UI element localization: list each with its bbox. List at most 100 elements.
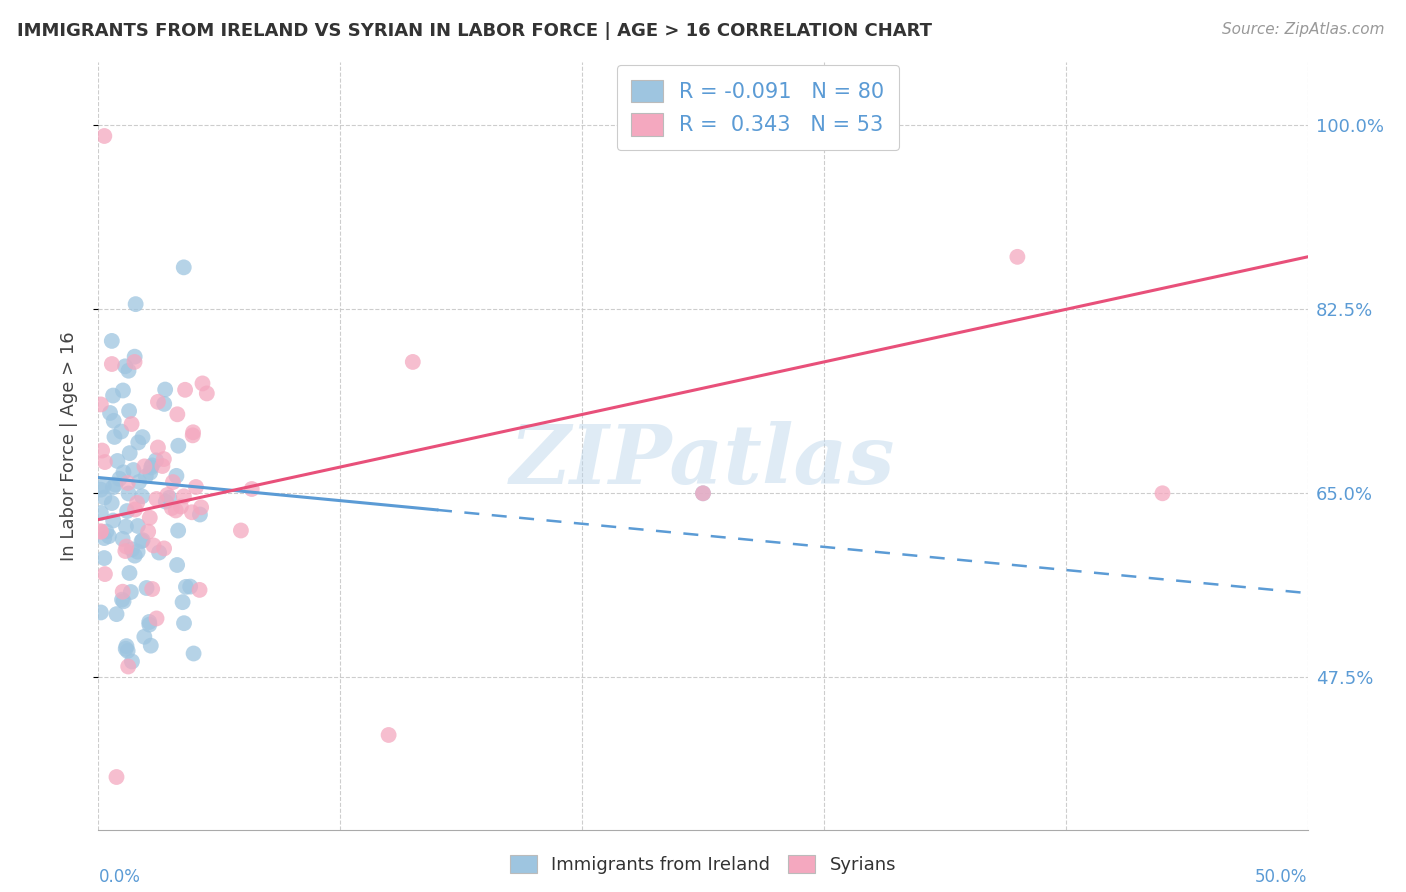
Text: 50.0%: 50.0%: [1256, 869, 1308, 887]
Point: [90, 506, 112, 520]
Point: [121, 417, 143, 431]
Point: [128, 475, 150, 489]
Point: [173, 260, 195, 275]
Point: [115, 519, 138, 533]
Point: [139, 639, 162, 653]
Point: [142, 538, 165, 552]
Point: [112, 594, 135, 608]
Point: [105, 607, 128, 621]
Point: [111, 532, 134, 546]
Point: [172, 595, 194, 609]
Point: [91, 443, 114, 458]
Point: [90, 524, 112, 539]
Point: [135, 469, 157, 483]
Point: [145, 491, 167, 506]
Point: [101, 388, 124, 402]
Point: [377, 728, 399, 742]
Point: [93, 531, 115, 545]
Point: [184, 480, 207, 494]
Point: [96, 524, 118, 539]
Point: [115, 540, 138, 554]
Point: [188, 508, 211, 522]
Point: [117, 364, 139, 378]
Point: [166, 407, 188, 421]
Text: IMMIGRANTS FROM IRELAND VS SYRIAN IN LABOR FORCE | AGE > 16 CORRELATION CHART: IMMIGRANTS FROM IRELAND VS SYRIAN IN LAB…: [17, 22, 932, 40]
Point: [190, 500, 212, 515]
Point: [124, 350, 146, 364]
Text: 0.0%: 0.0%: [98, 869, 141, 887]
Point: [146, 441, 169, 455]
Point: [141, 460, 163, 475]
Point: [145, 453, 167, 467]
Point: [153, 541, 176, 556]
Point: [104, 477, 127, 491]
Point: [131, 489, 153, 503]
Point: [240, 482, 263, 496]
Point: [134, 459, 156, 474]
Point: [101, 357, 124, 371]
Text: Source: ZipAtlas.com: Source: ZipAtlas.com: [1222, 22, 1385, 37]
Point: [100, 496, 122, 510]
Point: [90, 397, 112, 411]
Legend: Immigrants from Ireland, Syrians: Immigrants from Ireland, Syrians: [501, 846, 905, 883]
Point: [131, 533, 153, 548]
Point: [103, 430, 125, 444]
Point: [191, 376, 214, 391]
Point: [127, 435, 149, 450]
Point: [162, 475, 184, 489]
Point: [114, 641, 136, 656]
Point: [195, 386, 218, 401]
Point: [166, 558, 188, 572]
Point: [124, 355, 146, 369]
Point: [114, 359, 136, 374]
Point: [115, 504, 138, 518]
Point: [138, 615, 160, 629]
Point: [165, 468, 187, 483]
Point: [1007, 250, 1029, 264]
Point: [107, 454, 129, 468]
Point: [93, 128, 115, 143]
Point: [117, 644, 139, 658]
Point: [105, 770, 128, 784]
Point: [167, 524, 190, 538]
Text: ZIPatlas: ZIPatlas: [510, 421, 896, 501]
Point: [174, 580, 197, 594]
Point: [179, 580, 201, 594]
Point: [124, 502, 146, 516]
Point: [146, 394, 169, 409]
Point: [108, 472, 131, 486]
Point: [115, 639, 138, 653]
Point: [117, 486, 139, 500]
Point: [1152, 486, 1174, 500]
Point: [692, 486, 714, 500]
Y-axis label: In Labor Force | Age > 16: In Labor Force | Age > 16: [59, 331, 77, 561]
Point: [93, 479, 115, 493]
Point: [111, 584, 134, 599]
Point: [138, 617, 160, 632]
Point: [402, 355, 425, 369]
Point: [103, 414, 125, 428]
Point: [131, 430, 153, 444]
Point: [134, 630, 156, 644]
Point: [127, 496, 149, 510]
Point: [145, 611, 167, 625]
Point: [692, 486, 714, 500]
Point: [181, 428, 204, 442]
Point: [173, 616, 195, 631]
Point: [167, 439, 190, 453]
Point: [160, 500, 183, 515]
Point: [94, 567, 117, 582]
Point: [139, 466, 162, 480]
Point: [170, 500, 193, 514]
Point: [181, 425, 204, 440]
Point: [141, 582, 163, 596]
Point: [127, 519, 149, 533]
Point: [101, 334, 124, 348]
Point: [121, 542, 143, 557]
Point: [121, 655, 143, 669]
Point: [148, 545, 170, 559]
Point: [118, 404, 141, 418]
Point: [114, 544, 136, 558]
Point: [183, 647, 205, 661]
Point: [180, 505, 202, 519]
